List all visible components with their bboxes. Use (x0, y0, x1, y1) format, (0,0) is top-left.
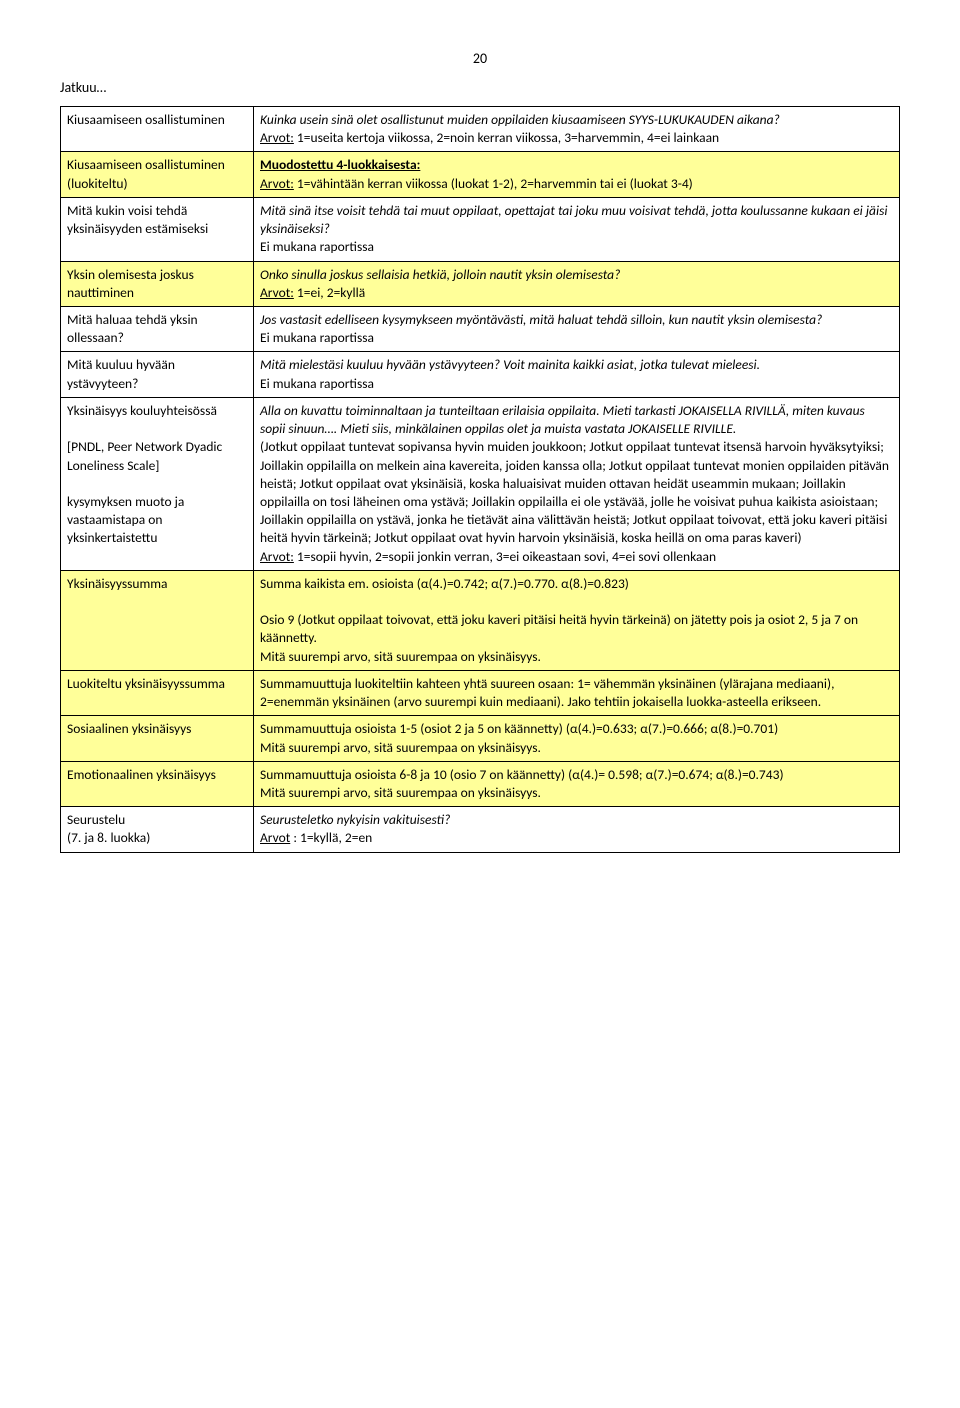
table-row: Mitä haluaa tehdä yksin ollessaan? Jos v… (61, 306, 900, 351)
question-text: Seurusteletko nykyisin vakituisesti? (260, 811, 450, 828)
cell-right: Summamuuttuja osioista 6-8 ja 10 (osio 7… (254, 761, 900, 806)
note-text: Ei mukana raportissa (260, 238, 374, 255)
cell-left: Kiusaamiseen osallistuminen (61, 107, 254, 152)
table-row: Kiusaamiseen osallistuminen Kuinka usein… (61, 107, 900, 152)
summary-line-1: Summamuuttuja osioista 1-5 (osiot 2 ja 5… (260, 720, 778, 737)
question-text: Jos vastasit edelliseen kysymykseen myön… (260, 311, 822, 328)
summary-line-2: Osio 9 (Jotkut oppilaat toivovat, että j… (260, 611, 858, 646)
cell-right: Seurusteletko nykyisin vakituisesti? Arv… (254, 807, 900, 852)
cell-left: Yksin olemisesta joskus nauttiminen (61, 261, 254, 306)
values-label: Arvot: (260, 129, 294, 146)
cell-left: Mitä kukin voisi tehdä yksinäisyyden est… (61, 197, 254, 261)
definitions-table: Kiusaamiseen osallistuminen Kuinka usein… (60, 106, 900, 853)
cell-left: Mitä haluaa tehdä yksin ollessaan? (61, 306, 254, 351)
cell-left: Mitä kuuluu hyvään ystävyyteen? (61, 352, 254, 397)
summary-line-2: Mitä suurempi arvo, sitä suurempaa on yk… (260, 784, 541, 801)
table-row: Yksinäisyys kouluyhteisössä [PNDL, Peer … (61, 397, 900, 570)
cell-left: Sosiaalinen yksinäisyys (61, 716, 254, 761)
left-block-1: Yksinäisyys kouluyhteisössä (67, 402, 217, 419)
cell-left: Kiusaamiseen osallistuminen (luokiteltu) (61, 152, 254, 197)
cell-right: Summamuuttuja osioista 1-5 (osiot 2 ja 5… (254, 716, 900, 761)
question-text: Alla on kuvattu toiminnaltaan ja tunteil… (260, 402, 865, 437)
cell-right: Onko sinulla joskus sellaisia hetkiä, jo… (254, 261, 900, 306)
table-row: Yksinäisyyssumma Summa kaikista em. osio… (61, 570, 900, 670)
values-text: 1=useita kertoja viikossa, 2=noin kerran… (294, 129, 719, 146)
question-text: Onko sinulla joskus sellaisia hetkiä, jo… (260, 266, 620, 283)
table-row: Luokiteltu yksinäisyyssumma Summamuuttuj… (61, 670, 900, 715)
cell-left: Seurustelu (7. ja 8. luokka) (61, 807, 254, 852)
question-text: Mitä sinä itse voisit tehdä tai muut opp… (260, 202, 887, 237)
cell-right: Muodostettu 4-luokkaisesta: Arvot: 1=väh… (254, 152, 900, 197)
page-number: 20 (60, 50, 900, 67)
left-line-2: (7. ja 8. luokka) (67, 829, 150, 846)
table-row: Seurustelu (7. ja 8. luokka) Seurustelet… (61, 807, 900, 852)
formed-label: Muodostettu 4-luokkaisesta: (260, 156, 420, 173)
note-text: Ei mukana raportissa (260, 375, 374, 392)
summary-line-3: Mitä suurempi arvo, sitä suurempaa on yk… (260, 648, 541, 665)
cell-right: Jos vastasit edelliseen kysymykseen myön… (254, 306, 900, 351)
cell-right: Mitä sinä itse voisit tehdä tai muut opp… (254, 197, 900, 261)
table-row: Mitä kuuluu hyvään ystävyyteen? Mitä mie… (61, 352, 900, 397)
summary-line-2: Mitä suurempi arvo, sitä suurempaa on yk… (260, 739, 541, 756)
values-text: 1=vähintään kerran viikossa (luokat 1-2)… (294, 175, 693, 192)
summary-line-1: Summa kaikista em. osioista (α(4.)=0.742… (260, 575, 629, 592)
table-row: Sosiaalinen yksinäisyys Summamuuttuja os… (61, 716, 900, 761)
question-text: Kuinka usein sinä olet osallistunut muid… (260, 111, 780, 128)
note-text: Ei mukana raportissa (260, 329, 374, 346)
table-row: Mitä kukin voisi tehdä yksinäisyyden est… (61, 197, 900, 261)
values-text: 1=sopii hyvin, 2=sopii jonkin verran, 3=… (294, 548, 716, 565)
summary-line-1: Summamuuttuja osioista 6-8 ja 10 (osio 7… (260, 766, 784, 783)
options-text: (Jotkut oppilaat tuntevat sopivansa hyvi… (260, 438, 889, 546)
cell-left: Emotionaalinen yksinäisyys (61, 761, 254, 806)
values-label: Arvot: (260, 284, 294, 301)
cell-right: Alla on kuvattu toiminnaltaan ja tunteil… (254, 397, 900, 570)
cell-right: Summamuuttuja luokiteltiin kahteen yhtä … (254, 670, 900, 715)
values-label: Arvot: (260, 175, 294, 192)
left-block-2: [PNDL, Peer Network Dyadic Loneliness Sc… (67, 438, 222, 473)
cell-left: Yksinäisyys kouluyhteisössä [PNDL, Peer … (61, 397, 254, 570)
left-block-3: kysymyksen muoto ja vastaamistapa on yks… (67, 493, 184, 546)
left-line-1: Seurustelu (67, 811, 125, 828)
table-row: Yksin olemisesta joskus nauttiminen Onko… (61, 261, 900, 306)
values-text: : 1=kyllä, 2=en (290, 829, 372, 846)
continues-label: Jatkuu… (60, 79, 900, 96)
cell-right: Mitä mielestäsi kuuluu hyvään ystävyytee… (254, 352, 900, 397)
question-text: Mitä mielestäsi kuuluu hyvään ystävyytee… (260, 356, 760, 373)
table-row: Emotionaalinen yksinäisyys Summamuuttuja… (61, 761, 900, 806)
values-text: 1=ei, 2=kyllä (294, 284, 365, 301)
cell-left: Luokiteltu yksinäisyyssumma (61, 670, 254, 715)
values-label: Arvot: (260, 548, 294, 565)
cell-right: Summa kaikista em. osioista (α(4.)=0.742… (254, 570, 900, 670)
cell-right: Kuinka usein sinä olet osallistunut muid… (254, 107, 900, 152)
table-row: Kiusaamiseen osallistuminen (luokiteltu)… (61, 152, 900, 197)
values-label: Arvot (260, 829, 290, 846)
cell-left: Yksinäisyyssumma (61, 570, 254, 670)
